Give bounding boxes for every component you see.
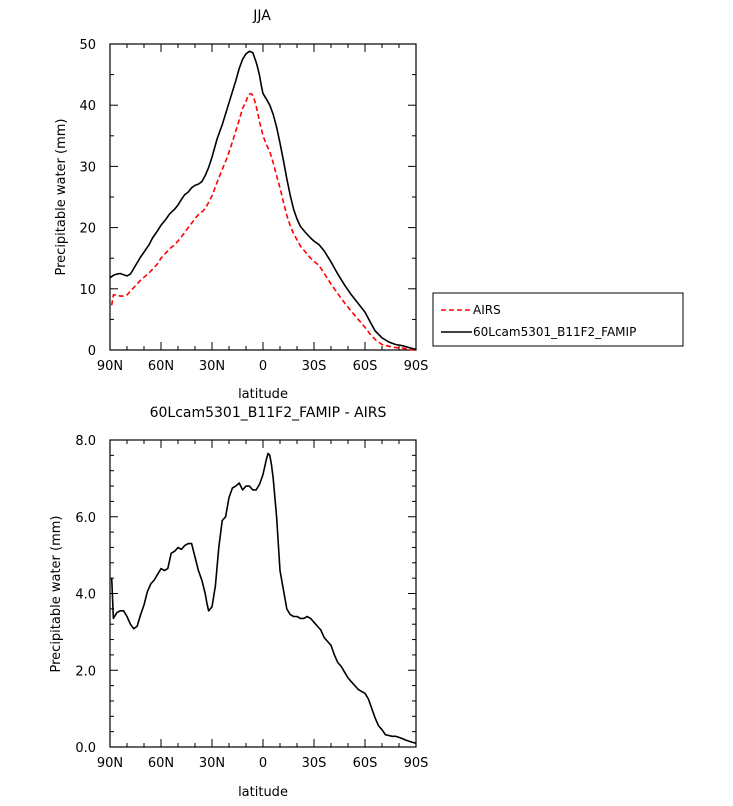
- bottom-plot-frame: [109, 439, 417, 748]
- bottom-series: [110, 452, 417, 744]
- bottom-x-tick-label: 0: [259, 756, 267, 771]
- top-x-tick-label: 60S: [353, 359, 378, 374]
- top-y-tick-label: 40: [79, 99, 96, 114]
- bottom-x-tick-label: 30N: [199, 756, 225, 771]
- top-y-tick-label: 30: [79, 160, 96, 175]
- bottom-y-tick-label: 4.0: [75, 588, 96, 603]
- bottom-series-line-0: [110, 452, 417, 744]
- bottom-x-axis-label: latitude: [238, 785, 288, 800]
- top-series-line-1: [109, 50, 417, 351]
- top-x-tick-label: 30N: [199, 359, 225, 374]
- top-y-tick-label: 0: [88, 344, 96, 359]
- bottom-y-tick-label: 0.0: [75, 741, 96, 756]
- top-y-tick-label: 20: [79, 222, 96, 237]
- top-x-axis-label: latitude: [238, 387, 288, 402]
- top-x-tick-label: 0: [259, 359, 267, 374]
- bottom-y-tick-label: 6.0: [75, 511, 96, 526]
- bottom-y-tick-label: 8.0: [75, 434, 96, 449]
- bottom-x-tick-label: 60N: [148, 756, 174, 771]
- top-y-tick-label: 50: [79, 38, 96, 53]
- bottom-x-tick-label: 30S: [302, 756, 327, 771]
- top-y-tick-label: 10: [79, 283, 96, 298]
- top-x-tick-label: 60N: [148, 359, 174, 374]
- top-series: [109, 50, 417, 351]
- panel-top: JJA 0 10 20 30 40 50 90N 60N 30N 0 30S 60S 90S lati…: [54, 8, 684, 402]
- bottom-ticks: [109, 439, 417, 748]
- legend-label-model: 60Lcam5301_B11F2_FAMIP: [473, 325, 636, 339]
- bottom-x-tick-label: 90S: [404, 756, 429, 771]
- legend-box: [432, 292, 684, 347]
- top-chart-title: JJA: [252, 8, 271, 24]
- legend: AIRS 60Lcam5301_B11F2_FAMIP: [432, 292, 684, 347]
- legend-label-airs: AIRS: [473, 303, 501, 317]
- bottom-y-tick-label: 2.0: [75, 664, 96, 679]
- top-y-axis-label: Precipitable water (mm): [54, 119, 69, 276]
- top-x-tick-label: 90N: [97, 359, 123, 374]
- top-x-tick-label: 90S: [404, 359, 429, 374]
- bottom-x-tick-labels: 90N 60N 30N 0 30S 60S 90S: [97, 756, 429, 771]
- bottom-x-tick-label: 90N: [97, 756, 123, 771]
- top-x-tick-label: 30S: [302, 359, 327, 374]
- bottom-x-tick-label: 60S: [353, 756, 378, 771]
- bottom-y-axis-label: Precipitable water (mm): [49, 516, 64, 673]
- top-ticks: [109, 43, 417, 351]
- bottom-y-tick-labels: 0.0 2.0 4.0 6.0 8.0: [75, 434, 96, 756]
- top-y-tick-labels: 0 10 20 30 40 50: [79, 38, 96, 359]
- bottom-chart-title: 60Lcam5301_B11F2_FAMIP - AIRS: [150, 405, 387, 421]
- panel-bottom: 60Lcam5301_B11F2_FAMIP - AIRS 0.0 2.0 4.0 6…: [49, 405, 428, 800]
- top-x-tick-labels: 90N 60N 30N 0 30S 60S 90S: [97, 359, 429, 374]
- top-series-line-0: [110, 92, 417, 351]
